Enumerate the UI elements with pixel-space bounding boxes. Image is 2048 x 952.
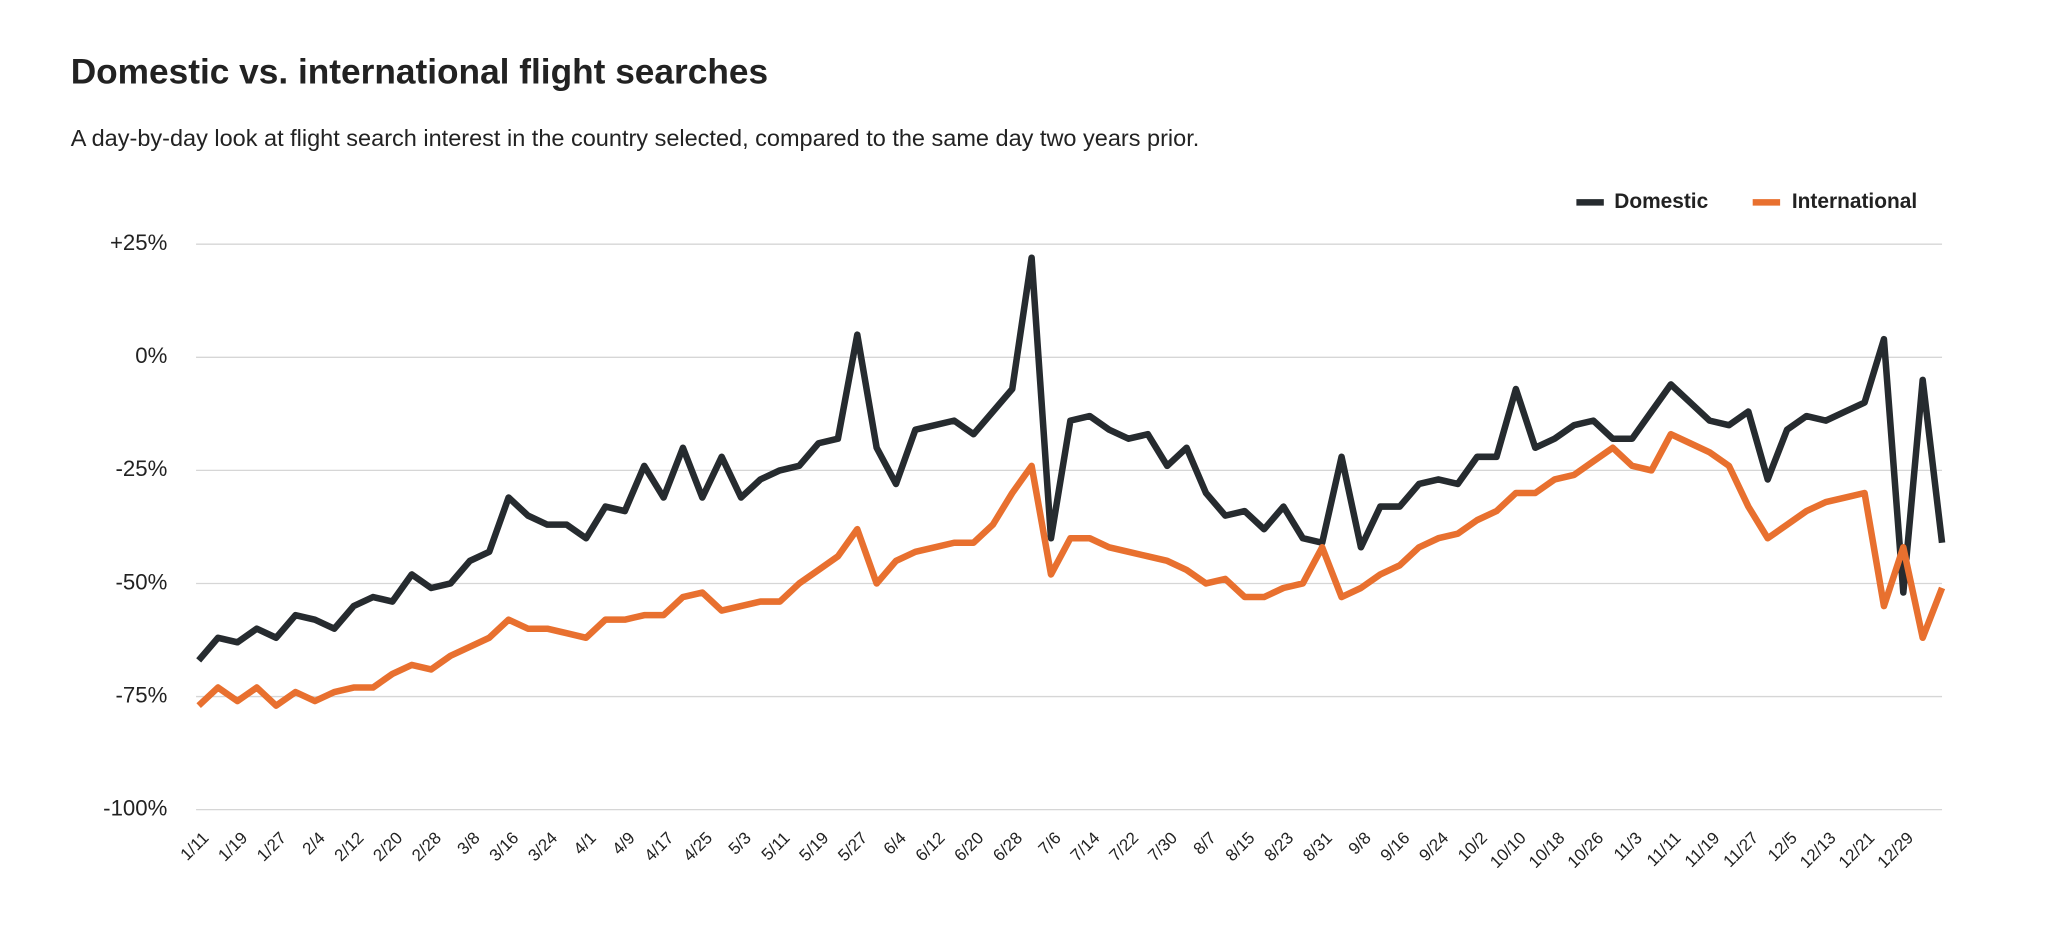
x-tick-label: 5/19 <box>796 828 833 865</box>
x-tick-label: 8/31 <box>1299 828 1336 865</box>
x-tick-label: 1/19 <box>214 828 251 865</box>
x-tick-label: 2/12 <box>331 828 368 865</box>
x-tick-label: 4/9 <box>609 828 639 858</box>
x-tick-label: 3/16 <box>486 828 523 865</box>
x-tick-label: 3/24 <box>524 828 561 865</box>
y-tick-label: -50% <box>116 569 168 594</box>
x-tick-label: 11/27 <box>1720 828 1763 871</box>
x-tick-label: 8/15 <box>1222 828 1259 865</box>
x-tick-label: 9/24 <box>1415 828 1452 865</box>
chart-subtitle: A day-by-day look at flight search inter… <box>71 125 1200 151</box>
chart-title: Domestic vs. international flight search… <box>71 53 768 92</box>
x-tick-label: 10/26 <box>1564 828 1607 871</box>
x-tick-label: 5/11 <box>758 828 794 864</box>
x-tick-label: 7/30 <box>1144 828 1181 865</box>
x-tick-label: 1/11 <box>177 828 213 864</box>
x-tick-label: 11/11 <box>1643 828 1685 870</box>
x-tick-label: 4/25 <box>679 828 716 865</box>
x-tick-label: 10/18 <box>1525 828 1568 871</box>
x-tick-label: 12/5 <box>1764 828 1801 865</box>
x-tick-label: 6/28 <box>989 828 1026 865</box>
x-tick-label: 5/27 <box>834 828 871 865</box>
x-tick-label: 7/14 <box>1067 828 1104 865</box>
x-tick-label: 9/8 <box>1345 828 1375 858</box>
x-tick-label: 4/1 <box>570 828 600 858</box>
x-tick-label: 2/20 <box>369 828 406 865</box>
x-tick-label: 7/22 <box>1106 828 1143 865</box>
x-tick-label: 11/3 <box>1610 828 1646 864</box>
y-tick-label: 0% <box>135 343 167 368</box>
x-tick-label: 8/7 <box>1190 828 1220 858</box>
x-tick-label: 7/6 <box>1035 828 1065 858</box>
x-tick-label: 2/28 <box>408 828 445 865</box>
x-tick-label: 8/23 <box>1260 828 1297 865</box>
x-tick-label: 4/17 <box>641 828 678 865</box>
data-line <box>196 430 1946 709</box>
x-tick-label: 11/19 <box>1681 828 1724 871</box>
x-tick-label: 6/4 <box>880 828 910 858</box>
data-line <box>196 254 1946 663</box>
x-tick-label: 5/3 <box>725 828 755 858</box>
legend-label: Domestic <box>1614 190 1708 213</box>
x-tick-label: 2/4 <box>299 828 329 858</box>
x-tick-label: 9/16 <box>1377 828 1414 865</box>
x-tick-label: 12/21 <box>1835 828 1878 871</box>
y-tick-label: -100% <box>103 796 167 821</box>
x-tick-label: 12/29 <box>1874 828 1917 871</box>
x-tick-label: 6/12 <box>912 828 949 865</box>
y-tick-label: -25% <box>116 456 168 481</box>
y-tick-label: +25% <box>110 230 167 255</box>
y-tick-label: -75% <box>116 682 168 707</box>
x-tick-label: 10/10 <box>1486 828 1529 871</box>
x-tick-label: 10/2 <box>1454 828 1491 865</box>
x-tick-label: 1/27 <box>253 828 290 865</box>
x-tick-label: 3/8 <box>454 828 484 858</box>
x-tick-label: 6/20 <box>951 828 988 865</box>
x-tick-label: 12/13 <box>1796 828 1839 871</box>
legend-label: International <box>1792 190 1917 213</box>
